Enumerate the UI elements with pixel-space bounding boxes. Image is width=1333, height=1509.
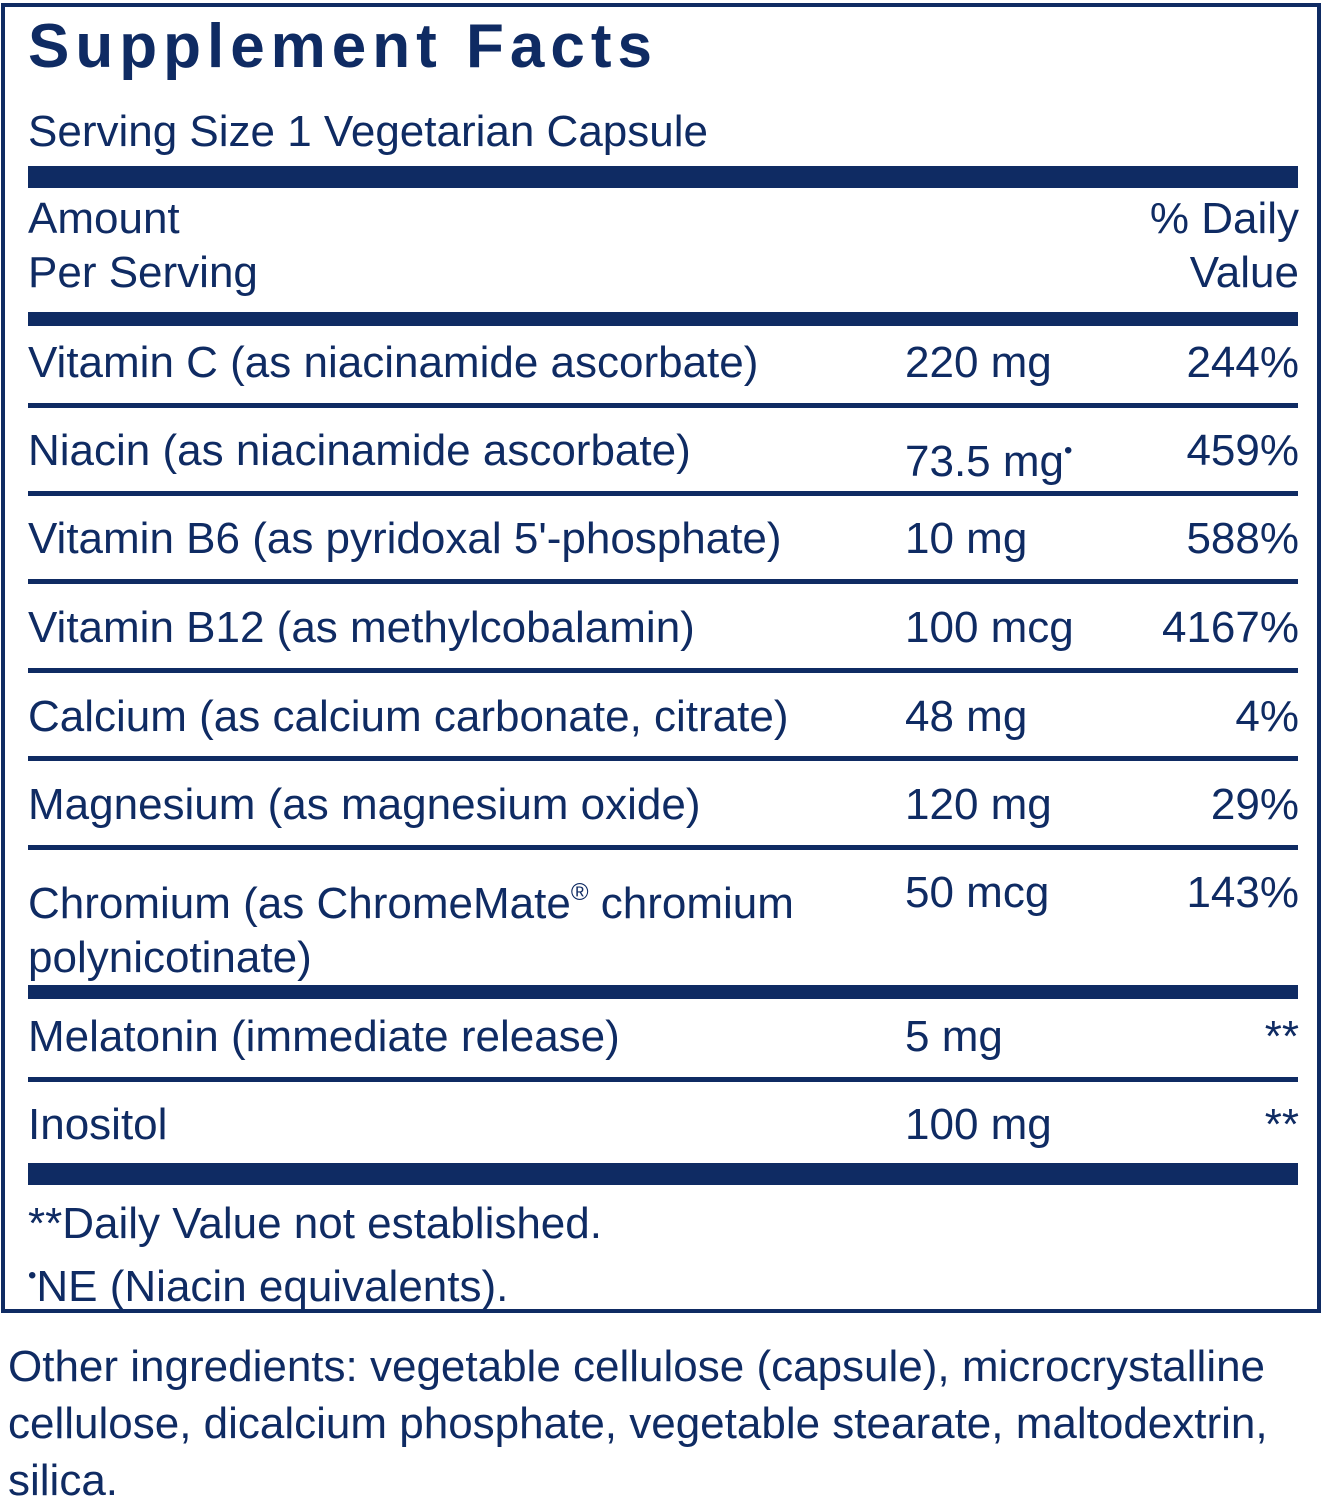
nutrient-name: Melatonin (immediate release) [28,1012,620,1061]
niacin-equivalents-mark: • [1063,437,1073,464]
nutrient-amount: 100 mg [905,1100,1052,1149]
nutrient-name: Inositol [28,1100,168,1149]
nutrient-amount: 120 mg [905,780,1052,829]
other-ingredients: Other ingredients: vegetable cellulose (… [8,1342,1268,1505]
nutrient-name: Niacin (as niacinamide ascorbate) [28,426,691,475]
nutrient-amount: 220 mg [905,338,1052,387]
daily-value-header: % Daily Value [1149,194,1299,297]
supplement-facts-panel [1,3,1321,1313]
row-divider [28,756,1298,761]
row-divider [28,403,1298,408]
thick-divider [28,1163,1298,1185]
nutrient-daily-value: 4167% [1161,603,1299,652]
nutrient-amount: 48 mg [905,692,1028,741]
nutrient-amount: 100 mcg [905,603,1074,652]
nutrient-daily-value: ** [1264,1100,1299,1149]
row-divider [28,845,1298,850]
row-divider [28,579,1298,584]
nutrient-amount: 73.5 mg• [905,437,1073,486]
panel-title: Supplement Facts [28,12,658,81]
nutrient-daily-value: 244% [1186,338,1299,387]
footnote-dv-not-established: **Daily Value not established. [28,1199,602,1248]
nutrient-name: Vitamin B12 (as methylcobalamin) [28,603,695,652]
serving-size: Serving Size 1 Vegetarian Capsule [28,107,708,156]
nutrient-daily-value: 143% [1186,868,1299,917]
header-divider [28,312,1298,326]
registered-mark: ® [570,879,589,906]
section-divider [28,985,1298,999]
row-divider [28,491,1298,496]
row-divider [28,1077,1298,1082]
nutrient-name: Magnesium (as magnesium oxide) [28,780,701,829]
thick-divider [28,166,1298,188]
row-divider [28,668,1298,673]
nutrient-daily-value: 459% [1186,426,1299,475]
nutrient-name: Vitamin B6 (as pyridoxal 5'-phosphate) [28,514,782,563]
footnote-niacin-equivalents: •NE (Niacin equivalents). [28,1262,509,1311]
nutrient-daily-value: 29% [1210,780,1299,829]
amount-per-serving-header: Amount Per Serving [28,194,258,297]
nutrient-daily-value: 588% [1186,514,1299,563]
nutrient-name: Calcium (as calcium carbonate, citrate) [28,692,789,741]
nutrient-amount: 10 mg [905,514,1028,563]
nutrient-amount: 50 mcg [905,868,1050,917]
nutrient-daily-value: ** [1264,1012,1299,1061]
nutrient-name: Vitamin C (as niacinamide ascorbate) [28,338,759,387]
nutrient-name: Chromium (as ChromeMate® chromium polyni… [28,879,794,982]
nutrient-daily-value: 4% [1235,692,1299,741]
nutrient-amount: 5 mg [905,1012,1003,1061]
